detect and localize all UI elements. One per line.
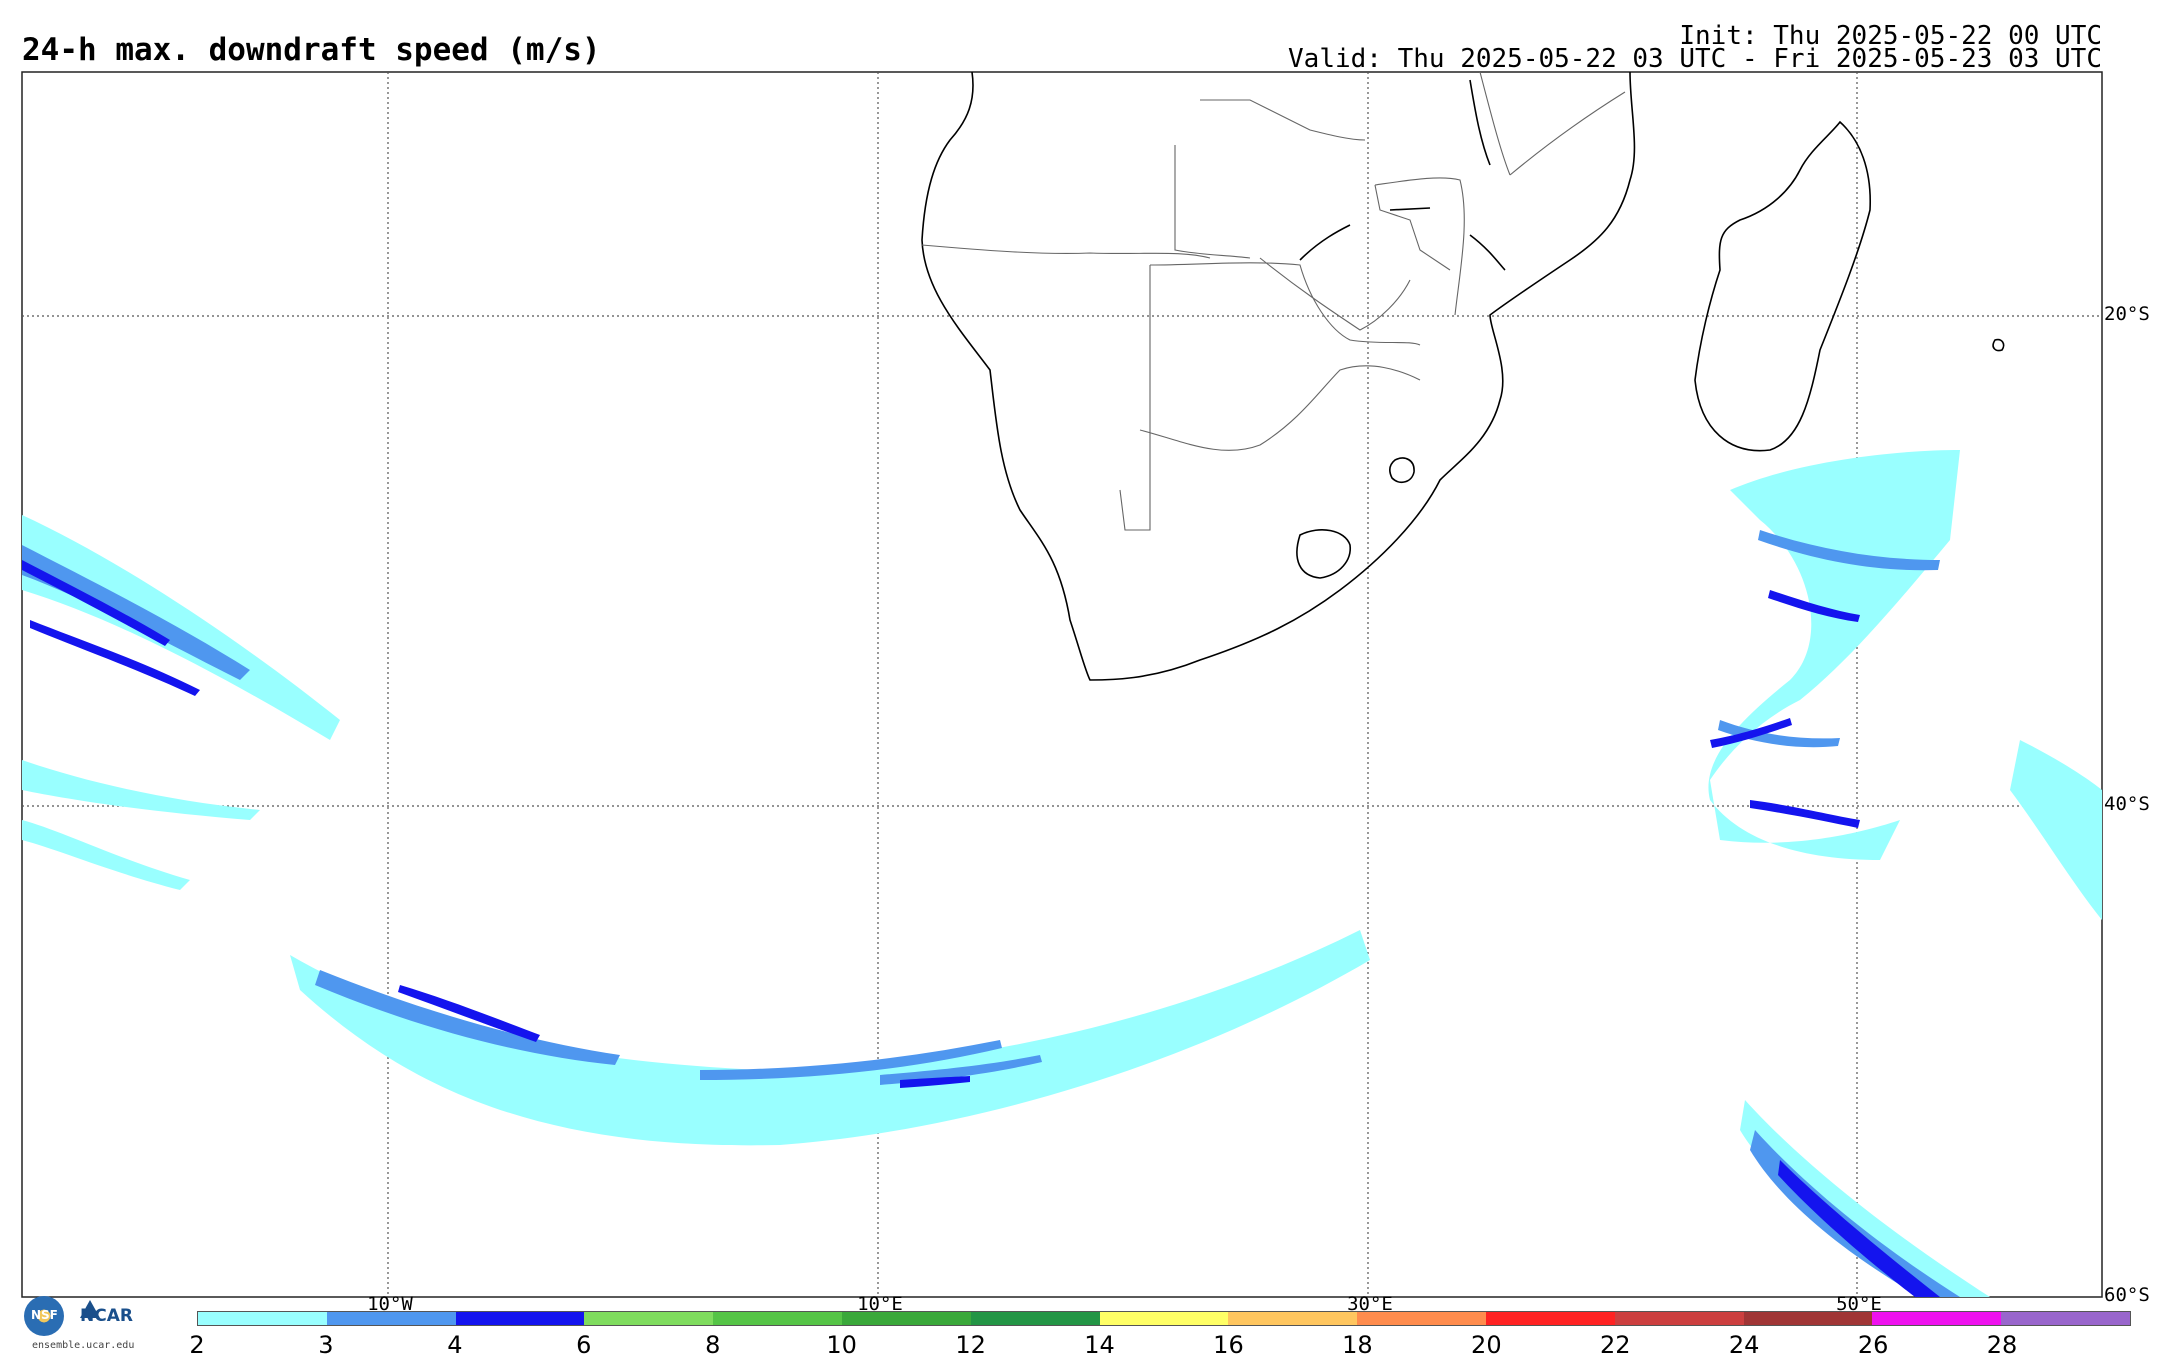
lat-label-60s: 60°S — [2104, 1284, 2150, 1306]
map-frame — [21, 71, 2103, 1298]
colorbar-tick-label: 2 — [189, 1331, 205, 1359]
colorbar-tick-label: 3 — [318, 1331, 334, 1359]
africa-coastline — [921, 71, 1636, 681]
colorbar-swatch — [841, 1312, 971, 1325]
eswatini-outline — [1389, 457, 1415, 484]
colorbar-tick-label: 28 — [1986, 1331, 2018, 1359]
lesotho-outline — [1296, 529, 1351, 579]
lon-label-30e: 30°E — [1347, 1293, 1393, 1315]
lat-label-40s: 40°S — [2104, 793, 2150, 815]
colorbar-tick-label: 16 — [1213, 1331, 1244, 1359]
colorbar-tick-label: 10 — [826, 1331, 857, 1359]
downdraft-field-east-mid — [1718, 530, 1940, 748]
colorbar-tick-label: 6 — [576, 1331, 592, 1359]
colorbar-swatch — [1099, 1312, 1229, 1325]
colorbar-swatch — [198, 1312, 327, 1325]
lon-label-10e: 10°E — [857, 1293, 903, 1315]
coastlines — [921, 71, 2005, 681]
colorbar-swatch — [1872, 1312, 2002, 1325]
ncar-label: NCAR — [80, 1306, 133, 1326]
downdraft-field-east — [1708, 450, 2102, 920]
colorbar-swatch — [1614, 1312, 1744, 1325]
init-time: Init: Thu 2025-05-22 00 UTC — [1679, 21, 2102, 51]
colorbar-swatch — [2001, 1312, 2130, 1325]
logo-url: ensemble.ucar.edu — [32, 1340, 135, 1351]
colorbar-tick-label: 20 — [1471, 1331, 1502, 1359]
downdraft-field-southeast — [1740, 1100, 1990, 1297]
colorbar-swatch — [1357, 1312, 1486, 1325]
country-borders — [921, 71, 1626, 531]
ncar-logo-icon — [80, 1300, 100, 1318]
colorbar-tick-label: 22 — [1599, 1331, 1631, 1359]
colorbar-tick-label: 12 — [955, 1331, 986, 1359]
colorbar-swatch — [455, 1312, 585, 1325]
colorbar-swatch — [584, 1312, 714, 1325]
downdraft-field-arc-core — [398, 985, 970, 1088]
mauritius-outline — [1992, 338, 2005, 352]
colorbar-swatch — [1743, 1312, 1873, 1325]
colorbar-swatch — [326, 1312, 456, 1325]
valid-time: Valid: Thu 2025-05-22 03 UTC - Fri 2025-… — [1288, 44, 2102, 74]
downdraft-field-west-core — [22, 560, 200, 696]
nsf-logo-icon — [24, 1296, 64, 1336]
downdraft-field-arc — [290, 930, 1370, 1146]
colorbar-swatch — [1485, 1312, 1615, 1325]
colorbar-tick-label: 24 — [1728, 1331, 1760, 1359]
nsf-ncar-logo: NSF NCAR ensemble.ucar.edu — [24, 1296, 160, 1352]
madagascar-coastline — [1694, 120, 1871, 452]
downdraft-field-west — [22, 515, 340, 890]
lon-label-50e: 50°E — [1836, 1293, 1882, 1315]
downdraft-field-west-mid — [22, 545, 250, 680]
downdraft-field-arc-mid — [315, 970, 1042, 1085]
lakes — [1299, 79, 1506, 271]
colorbar-tick-label: 18 — [1342, 1331, 1373, 1359]
colorbar — [197, 1311, 2131, 1326]
colorbar-swatch — [970, 1312, 1100, 1325]
lat-label-20s: 20°S — [2104, 303, 2150, 325]
colorbar-tick-label: 8 — [705, 1331, 721, 1359]
colorbar-tick-label: 26 — [1857, 1331, 1889, 1359]
map-title: 24-h max. downdraft speed (m/s) — [22, 32, 601, 68]
downdraft-field-east-core — [1710, 590, 1860, 828]
lon-label-10w: 10°W — [367, 1293, 413, 1315]
colorbar-tick-label: 14 — [1084, 1331, 1115, 1359]
colorbar-swatch — [713, 1312, 842, 1325]
colorbar-swatch — [1228, 1312, 1358, 1325]
colorbar-tick-label: 4 — [447, 1331, 463, 1359]
nsf-label: NSF — [31, 1308, 58, 1322]
